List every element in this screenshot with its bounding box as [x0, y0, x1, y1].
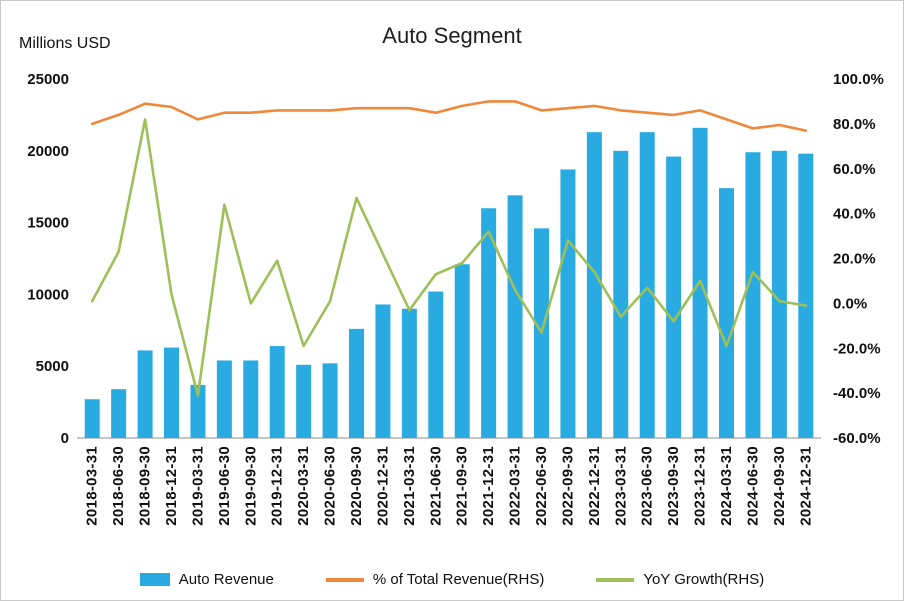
auto-revenue-bar [269, 346, 285, 438]
legend-item-yoy-growth: YoY Growth(RHS) [596, 571, 764, 588]
x-axis-tick-label: 2020-03-31 [295, 446, 312, 526]
right-axis-tick-label: -20.0% [833, 340, 881, 357]
x-axis-tick-label: 2023-03-31 [612, 446, 629, 526]
left-axis-tick-label: 20000 [27, 143, 69, 160]
x-axis-tick-label: 2022-06-30 [533, 446, 550, 526]
x-axis-tick-label: 2023-09-30 [665, 446, 682, 526]
x-axis-tick-label: 2020-06-30 [322, 446, 339, 526]
right-axis-tick-label: 40.0% [833, 206, 876, 223]
legend-item-pct-total-revenue: % of Total Revenue(RHS) [325, 571, 545, 588]
auto-revenue-bar [560, 169, 576, 438]
left-axis-tick-label: 5000 [36, 358, 69, 375]
auto-revenue-bar [639, 132, 655, 438]
auto-revenue-bar [798, 153, 814, 438]
yoy-growth-line [90, 118, 808, 397]
auto-revenue-bar [613, 150, 629, 439]
auto-revenue-bar [349, 328, 364, 438]
x-axis-tick-label: 2019-12-31 [269, 446, 286, 526]
x-axis-tick-label: 2024-12-31 [797, 446, 814, 526]
auto-revenue-bar [296, 364, 312, 438]
auto-revenue-bar [401, 308, 417, 438]
auto-revenue-bar [428, 291, 444, 438]
legend-item-auto-revenue: Auto Revenue [139, 571, 274, 588]
x-axis-tick-label: 2021-12-31 [480, 446, 497, 526]
auto-revenue-bar [243, 360, 259, 438]
auto-revenue-bar [137, 350, 153, 438]
auto-revenue-bar [111, 389, 127, 438]
pct-total-revenue-line [90, 100, 808, 132]
right-axis-tick-label: 100.0% [833, 71, 884, 88]
x-axis-tick-label: 2018-09-30 [137, 446, 154, 526]
legend-line-swatch-icon [325, 577, 364, 582]
auto-revenue-bar [216, 360, 232, 438]
legend-label-pct-total-revenue: % of Total Revenue(RHS) [372, 571, 545, 588]
auto-revenue-bar [586, 132, 602, 438]
x-axis-tick-label: 2022-12-31 [586, 446, 603, 526]
x-axis-tick-label: 2019-03-31 [189, 446, 206, 526]
x-axis-tick-label: 2021-09-30 [454, 446, 471, 526]
right-axis-tick-label: 0.0% [833, 295, 867, 312]
auto-revenue-bar [719, 188, 734, 438]
x-axis-tick-label: 2023-12-31 [692, 446, 709, 526]
right-axis-tick-label: 60.0% [833, 161, 876, 178]
chart-plot-area: 0 5000 10000 15000 20000 25000 100.0% 80.0% 60.0… [27, 71, 884, 526]
x-axis-tick-label: 2022-09-30 [559, 446, 576, 526]
x-axis-tick-label: 2024-03-31 [718, 446, 735, 526]
auto-revenue-bar [322, 363, 338, 438]
x-axis-tick-label: 2024-09-30 [771, 446, 788, 526]
x-axis-tick-label: 2019-09-30 [242, 446, 259, 526]
left-axis-tick-label: 25000 [27, 71, 69, 88]
auto-revenue-bar [454, 264, 470, 438]
auto-revenue-bar [190, 384, 206, 438]
auto-revenue-bar [375, 304, 391, 438]
x-axis-tick-label: 2022-03-31 [507, 446, 524, 526]
auto-revenue-bar [481, 208, 497, 438]
right-axis-tick-label: -60.0% [833, 430, 881, 447]
x-axis-tick-label: 2019-06-30 [216, 446, 233, 526]
left-axis-tick-label: 15000 [27, 215, 69, 232]
x-axis-tick-label: 2018-06-30 [110, 446, 127, 526]
legend-line-swatch-icon [596, 577, 635, 582]
x-axis-tick-label: 2021-03-31 [401, 446, 418, 526]
left-axis-title: Millions USD [19, 35, 111, 52]
left-axis-tick-label: 10000 [27, 286, 69, 303]
auto-revenue-bar [771, 150, 787, 439]
legend-label-yoy-growth: YoY Growth(RHS) [643, 571, 765, 588]
auto-revenue-bar [164, 347, 179, 438]
right-axis-tick-label: 80.0% [833, 116, 876, 133]
legend-bar-swatch-icon [139, 573, 170, 586]
x-axis-tick-label: 2023-06-30 [639, 446, 656, 526]
x-axis-tick-label: 2018-03-31 [84, 446, 101, 526]
x-axis-tick-label: 2021-06-30 [427, 446, 444, 526]
left-axis-tick-label: 0 [61, 430, 69, 447]
x-axis-tick-label: 2020-09-30 [348, 446, 365, 526]
legend: Auto Revenue % of Total Revenue(RHS) YoY… [1, 571, 903, 588]
legend-label-auto-revenue: Auto Revenue [178, 571, 274, 588]
x-axis-tick-label: 2024-06-30 [744, 446, 761, 526]
right-axis-tick-label: -40.0% [833, 385, 881, 402]
x-axis-tick-label: 2020-12-31 [374, 446, 391, 526]
auto-revenue-bar [745, 152, 761, 438]
auto-revenue-bar [84, 399, 100, 438]
auto-revenue-bar [507, 195, 523, 438]
x-axis-tick-label: 2018-12-31 [163, 446, 180, 526]
auto-revenue-bar [666, 156, 682, 438]
right-axis-tick-label: 20.0% [833, 251, 876, 268]
chart-title: Auto Segment [382, 23, 522, 48]
